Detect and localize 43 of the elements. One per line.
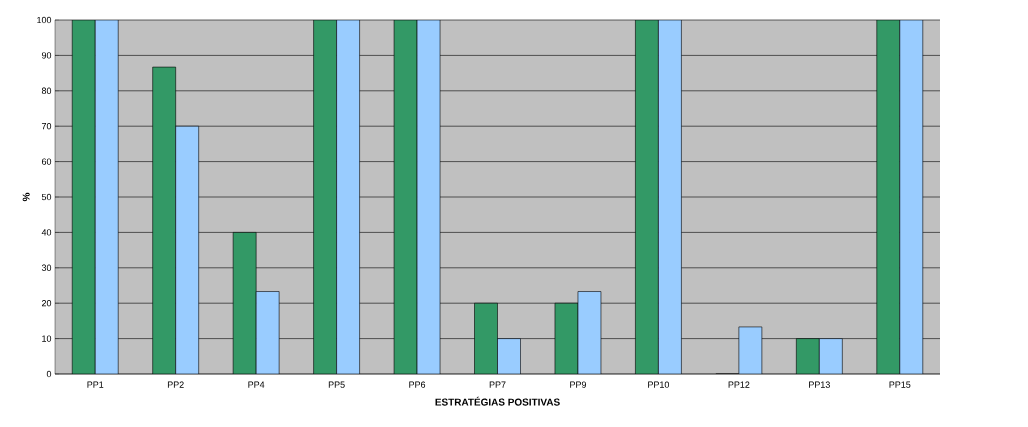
bar [232, 232, 257, 374]
y-tick-label: 90 [41, 52, 52, 59]
x-tick-label: PP15 [889, 381, 911, 388]
bar [635, 20, 659, 374]
x-tick-label: PP7 [489, 381, 506, 388]
y-tick-label: 80 [41, 87, 52, 94]
y-tick-label: 60 [41, 158, 52, 165]
bar [658, 20, 682, 374]
x-tick-label: PP5 [328, 381, 345, 388]
x-tick-label: PP9 [570, 381, 587, 388]
bar [152, 66, 176, 374]
bar [577, 291, 602, 374]
x-tick-label: PP13 [809, 381, 830, 388]
bar [796, 338, 820, 374]
x-tick-label: PP10 [648, 381, 670, 388]
y-tick-label: 40 [41, 229, 52, 236]
bar [336, 20, 360, 374]
bar [94, 20, 119, 374]
x-axis-title: ESTRATÉGIAS POSITIVAS [435, 396, 560, 406]
bar [819, 338, 843, 374]
y-tick-label: 50 [41, 193, 52, 201]
bar [497, 338, 521, 374]
bar [899, 20, 924, 374]
x-tick-label: PP4 [248, 381, 265, 388]
y-tick-label: 0 [46, 370, 52, 378]
y-tick-label: 100 [37, 16, 52, 24]
y-tick-label: 10 [42, 335, 52, 342]
bar [393, 20, 418, 374]
bar [71, 20, 96, 374]
y-tick-label: 30 [41, 264, 52, 271]
bar [416, 20, 441, 374]
bar [474, 302, 498, 374]
bar [313, 20, 337, 374]
y-tick-label: 20 [41, 300, 52, 307]
y-axis-title: % [22, 192, 30, 202]
x-tick-label: PP6 [409, 381, 426, 388]
bar [255, 291, 280, 374]
x-tick-label: PP1 [87, 381, 104, 388]
bar [876, 20, 901, 374]
y-tick-label: 70 [41, 123, 52, 130]
x-tick-label: PP12 [728, 381, 750, 388]
bar [175, 125, 199, 374]
x-tick-label: PP2 [167, 381, 184, 388]
